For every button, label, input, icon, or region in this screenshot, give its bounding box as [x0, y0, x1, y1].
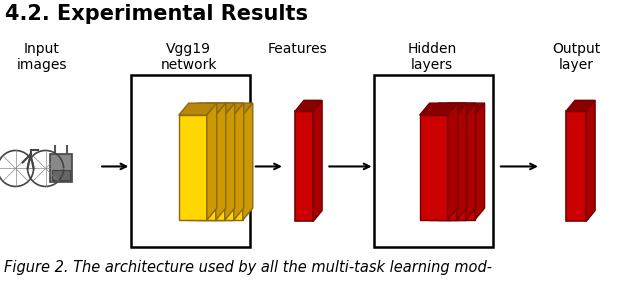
Bar: [131, 75, 250, 247]
Polygon shape: [206, 115, 234, 220]
Text: Output
layer: Output layer: [552, 42, 600, 72]
Polygon shape: [429, 103, 467, 115]
Polygon shape: [447, 103, 458, 220]
Bar: [374, 75, 493, 247]
Polygon shape: [475, 103, 484, 220]
Polygon shape: [225, 103, 235, 220]
Polygon shape: [196, 115, 225, 220]
Polygon shape: [215, 103, 253, 115]
Polygon shape: [243, 103, 253, 220]
Polygon shape: [429, 115, 456, 220]
Polygon shape: [420, 115, 447, 220]
Polygon shape: [295, 111, 313, 222]
Polygon shape: [295, 100, 322, 111]
Polygon shape: [215, 115, 243, 220]
Polygon shape: [188, 103, 226, 115]
Bar: [50, 154, 72, 183]
Polygon shape: [216, 103, 226, 220]
Polygon shape: [188, 115, 216, 220]
Polygon shape: [438, 103, 476, 115]
Polygon shape: [207, 103, 217, 220]
Polygon shape: [447, 103, 484, 115]
Polygon shape: [206, 103, 244, 115]
Polygon shape: [466, 103, 476, 220]
Text: Figure 2. The architecture used by all the multi-task learning mod-: Figure 2. The architecture used by all t…: [4, 260, 492, 275]
Polygon shape: [586, 100, 595, 222]
Polygon shape: [447, 115, 475, 220]
Polygon shape: [196, 103, 235, 115]
Text: 4.2. Experimental Results: 4.2. Experimental Results: [5, 4, 308, 24]
Bar: [52, 170, 70, 181]
Polygon shape: [566, 111, 586, 222]
Polygon shape: [179, 115, 207, 220]
Polygon shape: [456, 103, 467, 220]
Polygon shape: [179, 103, 217, 115]
Text: Features: Features: [268, 42, 328, 56]
Text: Hidden
layers: Hidden layers: [408, 42, 456, 72]
Polygon shape: [438, 115, 466, 220]
Polygon shape: [234, 103, 244, 220]
Text: Input
images: Input images: [17, 42, 67, 72]
Polygon shape: [313, 100, 322, 222]
Polygon shape: [566, 100, 595, 111]
Text: Vgg19
network: Vgg19 network: [161, 42, 217, 72]
Polygon shape: [420, 103, 458, 115]
